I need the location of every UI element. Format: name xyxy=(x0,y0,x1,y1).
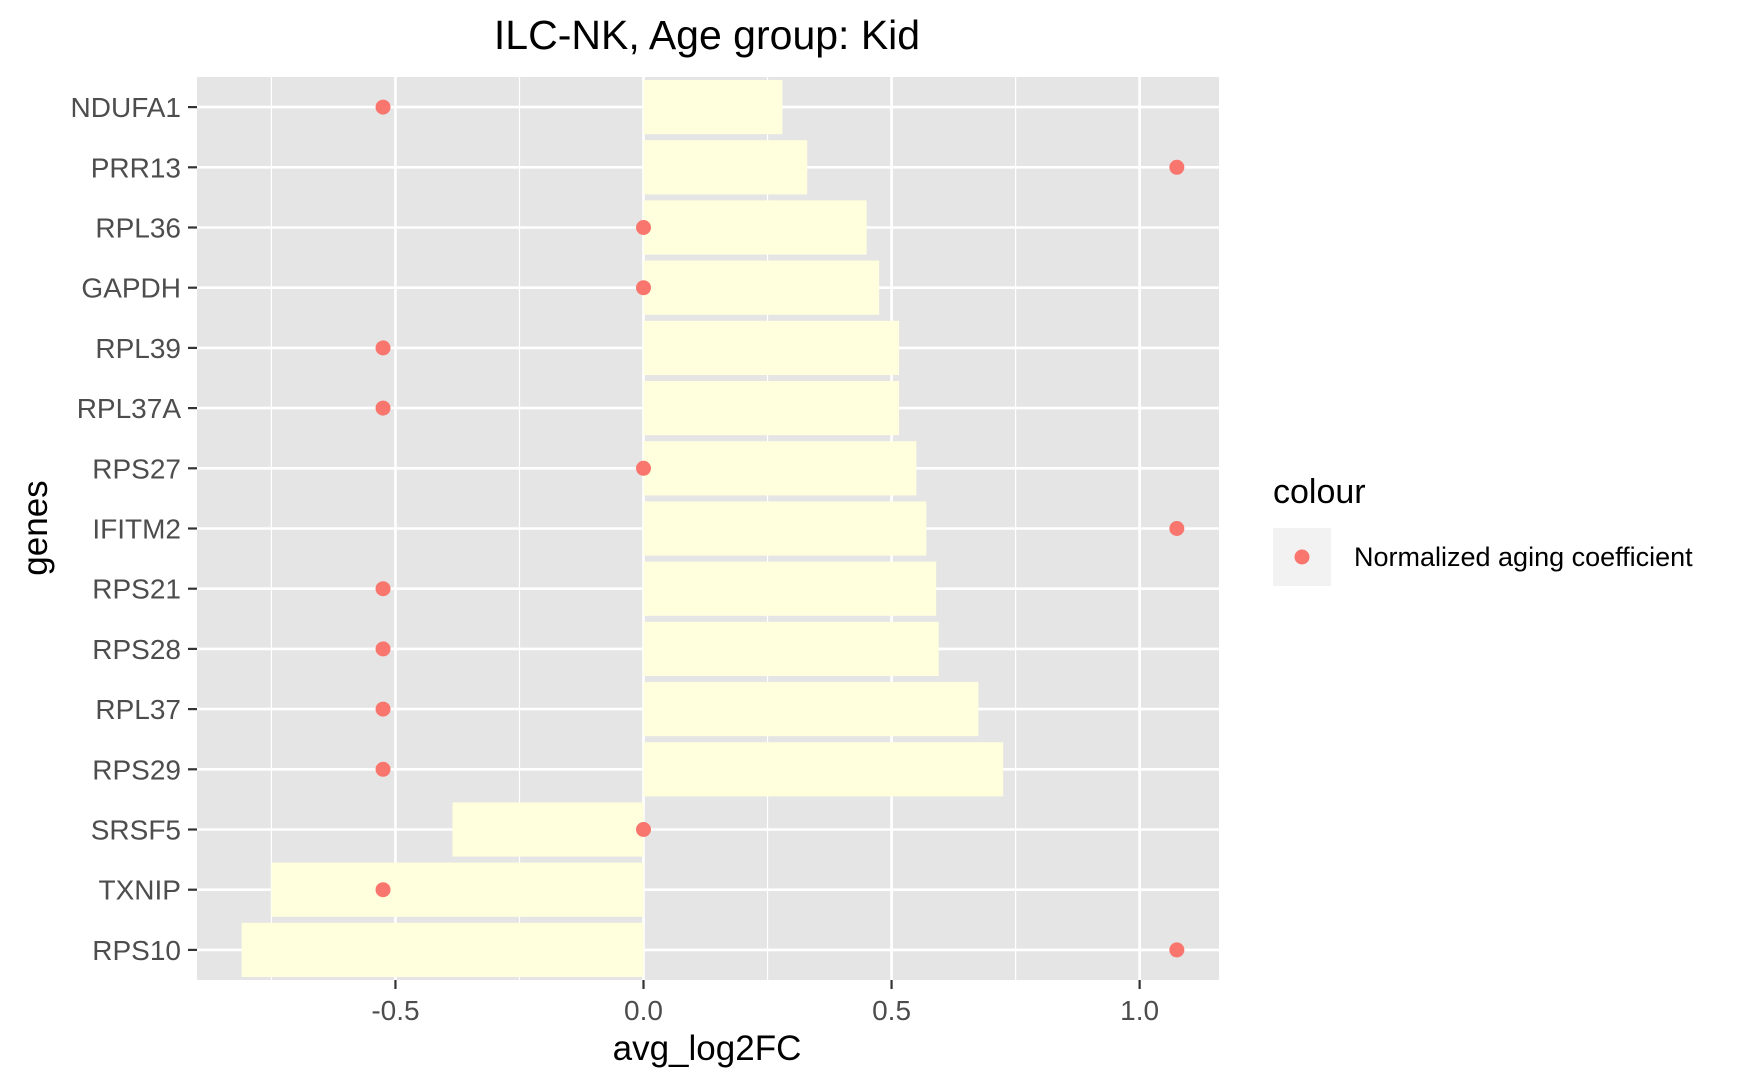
x-tick-label: 1.0 xyxy=(1120,995,1159,1026)
y-tick-label: RPL37 xyxy=(95,694,181,725)
y-tick-label: RPL36 xyxy=(95,213,181,244)
chart-title: ILC-NK, Age group: Kid xyxy=(494,12,920,58)
legend-key-marker xyxy=(1294,549,1310,565)
y-tick-label: RPS27 xyxy=(92,453,181,484)
y-tick-label: PRR13 xyxy=(91,152,181,183)
point-rps21 xyxy=(375,581,391,597)
x-tick-label: 0.0 xyxy=(624,995,663,1026)
bar-gapdh xyxy=(643,260,880,315)
y-tick-label: NDUFA1 xyxy=(71,92,181,123)
bar-rpl39 xyxy=(643,320,900,375)
bar-srsf5 xyxy=(452,802,644,857)
point-txnip xyxy=(375,882,391,898)
y-tick-label: SRSF5 xyxy=(91,815,181,846)
y-tick-label: RPS10 xyxy=(92,935,181,966)
x-tick-label: -0.5 xyxy=(371,995,419,1026)
point-rpl37a xyxy=(375,400,391,416)
point-rps10 xyxy=(1169,942,1185,958)
point-gapdh xyxy=(636,280,652,296)
bar-rps27 xyxy=(643,441,917,496)
bar-rps28 xyxy=(643,621,939,676)
point-rps28 xyxy=(375,641,391,657)
y-tick-label: RPL39 xyxy=(95,333,181,364)
bar-ifitm2 xyxy=(643,501,927,556)
x-axis: -0.5 0.0 0.5 1.0 xyxy=(371,980,1159,1026)
y-tick-label: RPS21 xyxy=(92,574,181,605)
bar-rps21 xyxy=(643,561,937,616)
y-axis-title: genes xyxy=(16,480,55,575)
y-tick-label: TXNIP xyxy=(99,875,181,906)
point-rps29 xyxy=(375,761,391,777)
bar-ndufa1 xyxy=(643,80,783,135)
legend-title: colour xyxy=(1273,473,1366,511)
y-tick-label: GAPDH xyxy=(81,273,181,304)
y-axis: NDUFA1 PRR13 RPL36 GAPDH RPL39 RPL37A RPS27 IFI… xyxy=(71,92,197,966)
point-rpl36 xyxy=(636,220,652,235)
bar-rpl37a xyxy=(643,381,900,436)
point-prr13 xyxy=(1169,159,1185,175)
bar-series xyxy=(241,80,1004,977)
y-tick-label: RPL37A xyxy=(77,393,182,424)
y-tick-label: RPS29 xyxy=(92,754,181,785)
bar-rpl36 xyxy=(643,200,867,255)
point-series xyxy=(375,99,1185,958)
legend-label: Normalized aging coefficient xyxy=(1354,542,1693,572)
point-ifitm2 xyxy=(1169,521,1185,536)
y-tick-label: RPS28 xyxy=(92,634,181,665)
point-ndufa1 xyxy=(375,99,391,115)
x-axis-title: avg_log2FC xyxy=(613,1029,802,1068)
bar-txnip xyxy=(271,862,644,917)
y-tick-label: IFITM2 xyxy=(92,514,181,545)
bar-prr13 xyxy=(643,140,808,195)
bar-rps29 xyxy=(643,742,1004,797)
point-rps27 xyxy=(636,460,652,476)
point-rpl37 xyxy=(375,701,391,717)
point-rpl39 xyxy=(375,340,391,356)
bar-rpl37 xyxy=(643,682,979,737)
x-tick-label: 0.5 xyxy=(872,995,911,1026)
point-srsf5 xyxy=(636,822,652,837)
legend: colour Normalized aging coefficient xyxy=(1273,473,1693,586)
bar-rps10 xyxy=(241,922,644,977)
